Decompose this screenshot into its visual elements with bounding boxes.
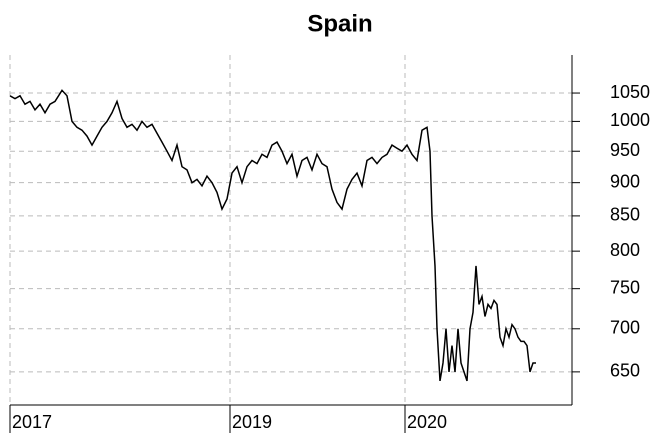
y-tick-label: 700 bbox=[610, 318, 640, 338]
x-tick-label: 2019 bbox=[232, 412, 272, 432]
y-tick-label: 850 bbox=[610, 205, 640, 225]
y-tick-label: 1050 bbox=[610, 82, 650, 102]
x-tick-label: 2017 bbox=[12, 412, 52, 432]
y-tick-label: 800 bbox=[610, 240, 640, 260]
y-tick-label: 950 bbox=[610, 140, 640, 160]
data-line bbox=[9, 89, 536, 382]
y-tick-label: 900 bbox=[610, 171, 640, 191]
y-tick-label: 1000 bbox=[610, 110, 650, 130]
y-tick-label: 750 bbox=[610, 277, 640, 297]
chart-title: Spain bbox=[307, 10, 372, 37]
y-tick-label: 650 bbox=[610, 361, 640, 381]
x-tick-label: 2020 bbox=[407, 412, 447, 432]
